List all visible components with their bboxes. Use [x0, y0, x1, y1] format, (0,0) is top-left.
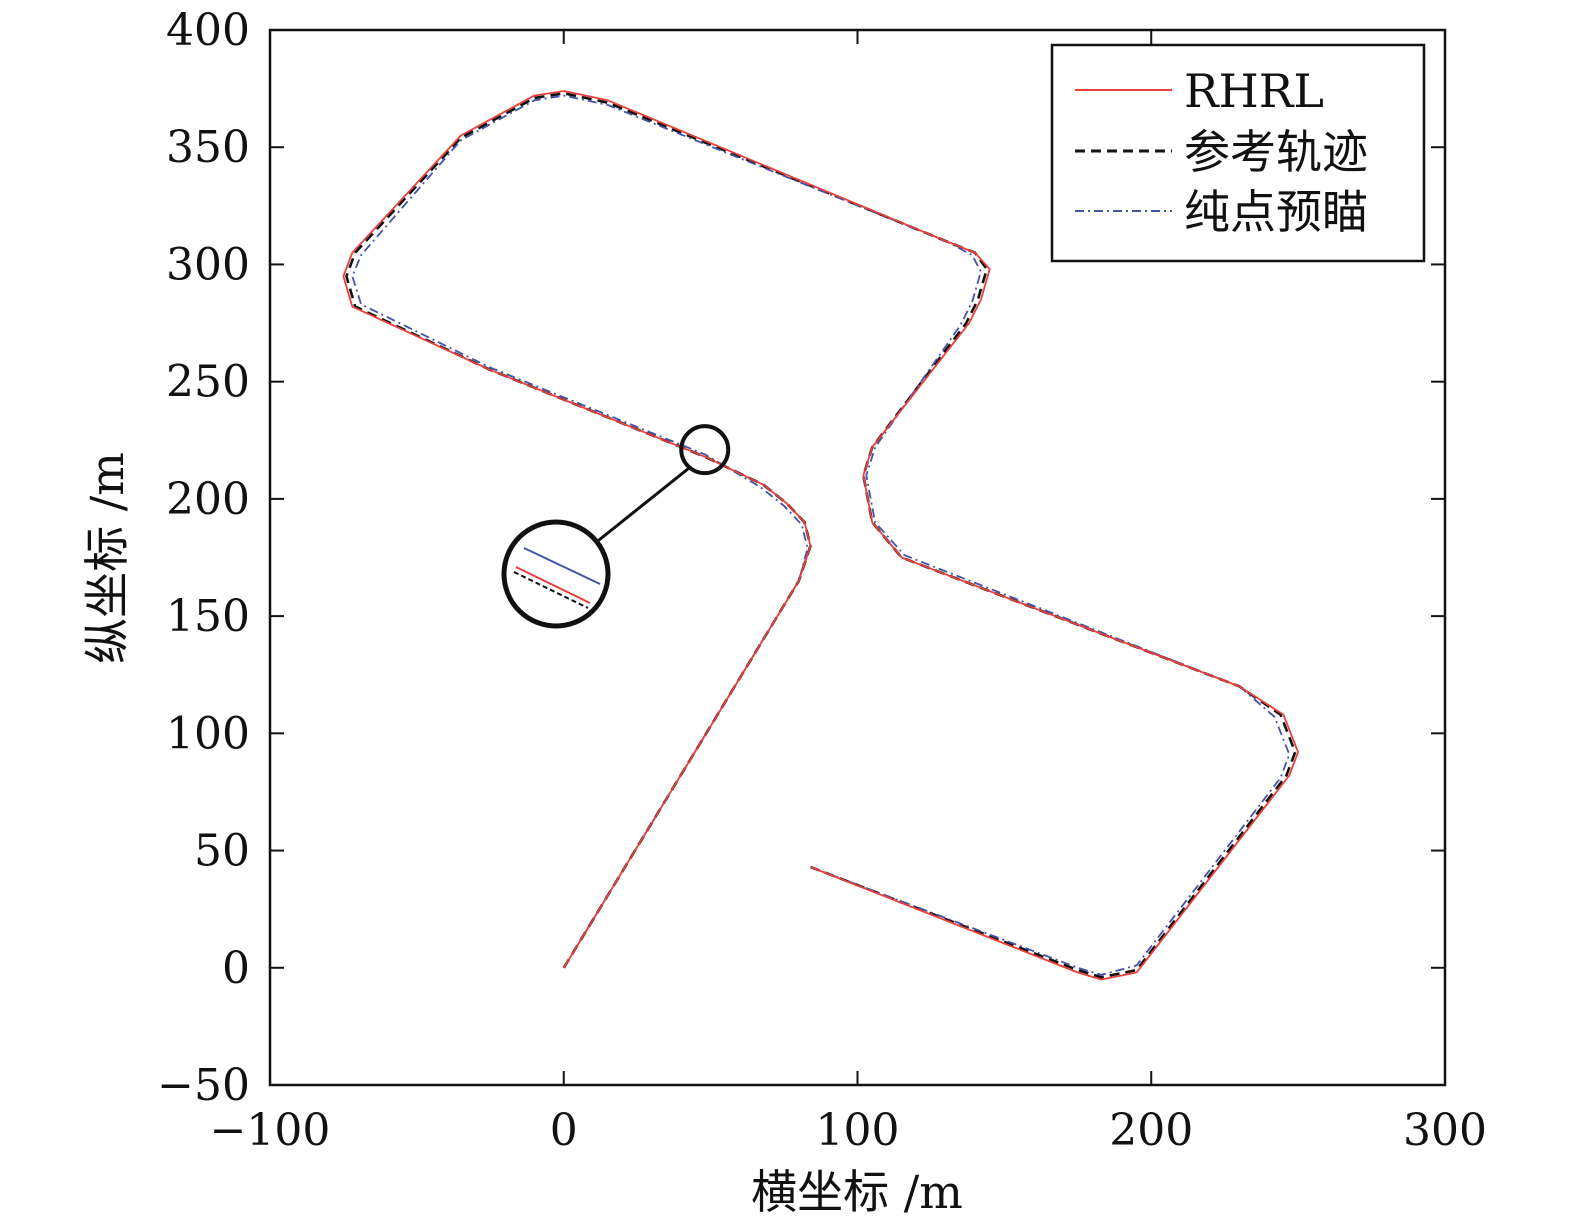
zoom-source-circle: [679, 424, 731, 476]
y-tick-label: 0: [222, 943, 250, 994]
y-tick-label: 150: [166, 591, 250, 642]
tick-labels: −100 0 100 200 300 −50 0 50 100 150 200 250 300 350 40…: [157, 5, 1487, 1156]
y-tick-label: 350: [166, 122, 250, 173]
legend-label-pure-pursuit: 纯点预瞄: [1184, 185, 1368, 239]
y-tick-label: 200: [166, 474, 250, 525]
y-tick-label: 300: [166, 239, 250, 290]
legend-box: [1050, 43, 1426, 263]
y-tick-label: 50: [194, 826, 250, 877]
x-tick-label: 0: [550, 1105, 578, 1156]
legend-label-rhrl: RHRL: [1184, 64, 1324, 118]
series-line-0: [342, 90, 1299, 981]
x-tick-label: 300: [1403, 1105, 1487, 1156]
legend-label-reference: 参考轨迹: [1184, 125, 1368, 179]
x-axis-label: 横坐标 /m: [751, 1165, 963, 1219]
x-tick-label: 200: [1109, 1105, 1193, 1156]
y-tick-label: 100: [166, 708, 250, 759]
legend: RHRL 参考轨迹 纯点预瞄: [1050, 43, 1426, 263]
zoom-magnifier-circle: [501, 519, 611, 629]
y-tick-label: 250: [166, 357, 250, 408]
zoom-line-pure-pursuit: [523, 547, 601, 585]
x-tick-label: −100: [210, 1105, 331, 1156]
y-tick-label: −50: [157, 1060, 250, 1111]
axis-ticks: [269, 29, 1446, 1086]
zoom-callout: [501, 424, 731, 629]
series-layer: [342, 90, 1299, 981]
series-line-2: [351, 94, 1291, 976]
zoom-line-reference: [513, 571, 589, 609]
x-tick-label: 100: [816, 1105, 900, 1156]
y-tick-label: 400: [166, 5, 250, 56]
zoom-connector: [593, 465, 692, 546]
zoom-line-rhrl: [515, 566, 591, 604]
y-axis-label: 纵坐标 /m: [80, 452, 134, 664]
